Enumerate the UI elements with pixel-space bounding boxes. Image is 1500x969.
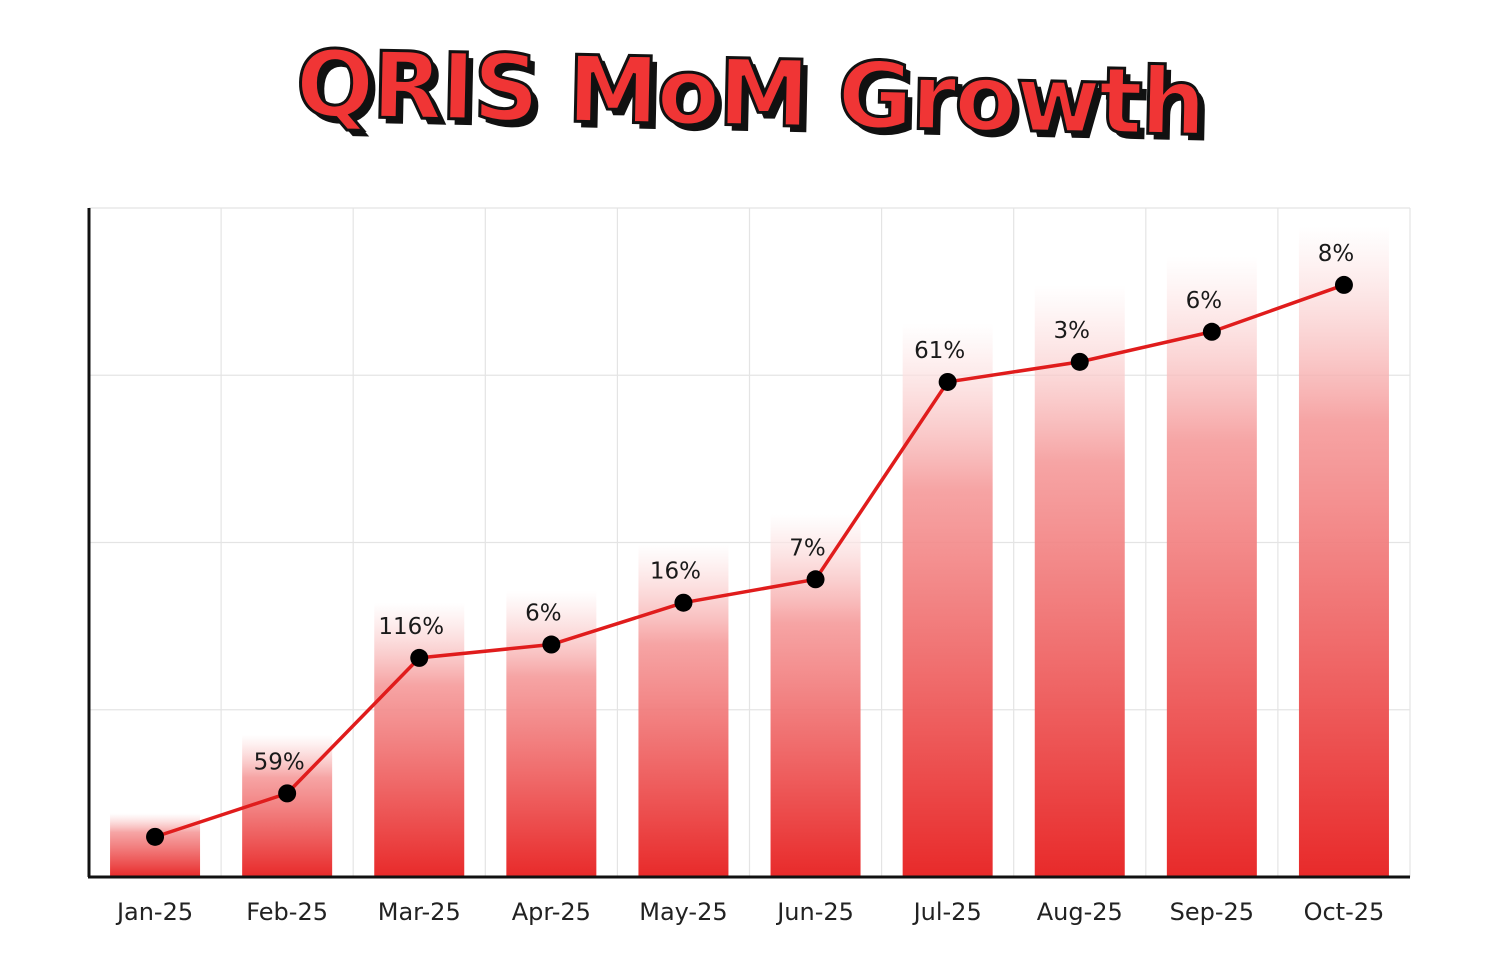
data-point-marker [542, 635, 561, 654]
data-point-marker [146, 827, 165, 846]
trend-line [154, 283, 1345, 839]
data-point-marker [1334, 275, 1353, 294]
x-tick-label: Mar-25 [378, 898, 461, 926]
data-label: 16% [650, 559, 701, 585]
x-tick-label: Apr-25 [512, 898, 591, 926]
data-label: 8% [1318, 241, 1355, 267]
bar-aug-25 [1034, 284, 1125, 877]
x-axis-labels: Jan-25 Feb-25 Mar-25 Apr-25 May-25 Jun-25 Jul-… [115, 898, 1384, 926]
grid-lines [89, 207, 1411, 878]
trend-polyline [154, 283, 1345, 839]
bar-sep-25 [1166, 256, 1257, 877]
x-tick-label: Jun-25 [775, 898, 854, 926]
bar-jun-25 [770, 514, 861, 877]
bar-jul-25 [902, 323, 993, 878]
x-tick-label: Oct-25 [1304, 898, 1385, 926]
data-labels: 59% 116% 6% 16% 7% 61% 3% 6% 8% [254, 241, 1355, 775]
data-point-marker [938, 372, 957, 391]
x-tick-label: Sep-25 [1170, 898, 1254, 926]
x-tick-label: Aug-25 [1037, 898, 1123, 926]
data-label: 59% [254, 749, 305, 775]
data-label: 6% [525, 601, 562, 627]
x-tick-label: Feb-25 [246, 898, 328, 926]
data-label: 116% [378, 614, 444, 640]
bar-oct-25 [1298, 226, 1389, 877]
data-points [146, 275, 1353, 846]
data-label: 7% [789, 535, 826, 561]
data-label: 6% [1186, 288, 1223, 314]
bars [110, 226, 1389, 878]
data-label: 61% [914, 338, 965, 364]
x-tick-label: May-25 [639, 898, 727, 926]
data-point-marker [278, 784, 297, 803]
data-point-marker [1070, 352, 1089, 371]
data-point-marker [674, 593, 693, 612]
bar-feb-25 [242, 734, 333, 877]
data-point-marker [410, 648, 429, 667]
data-point-marker [806, 570, 825, 589]
data-point-marker [1202, 322, 1221, 341]
x-tick-label: Jul-25 [912, 898, 982, 926]
data-label: 3% [1054, 318, 1091, 344]
bar-mar-25 [374, 602, 465, 877]
x-tick-label: Jan-25 [115, 898, 193, 926]
